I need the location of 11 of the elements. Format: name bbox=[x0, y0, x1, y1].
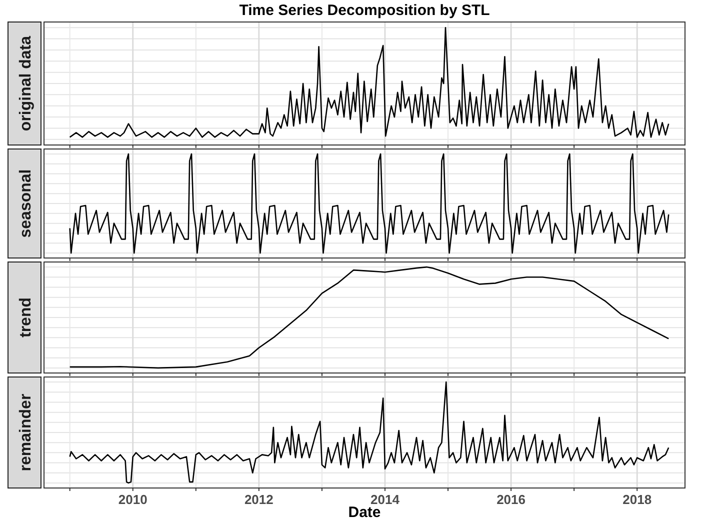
x-axis-title: Date bbox=[348, 504, 381, 521]
y-axis-title: seasonal bbox=[18, 169, 34, 238]
y-axis-title: remainder bbox=[18, 394, 34, 472]
y-axis-title: original data bbox=[18, 36, 34, 132]
x-tick-label: 2010 bbox=[118, 492, 148, 507]
x-tick-label: 2018 bbox=[622, 492, 652, 507]
x-tick-label: 2012 bbox=[244, 492, 274, 507]
x-tick-label: 2014 bbox=[370, 492, 400, 507]
chart-title: Time Series Decomposition by STL bbox=[239, 2, 490, 19]
x-tick-label: 2016 bbox=[496, 492, 526, 507]
y-axis-title: trend bbox=[18, 298, 34, 338]
